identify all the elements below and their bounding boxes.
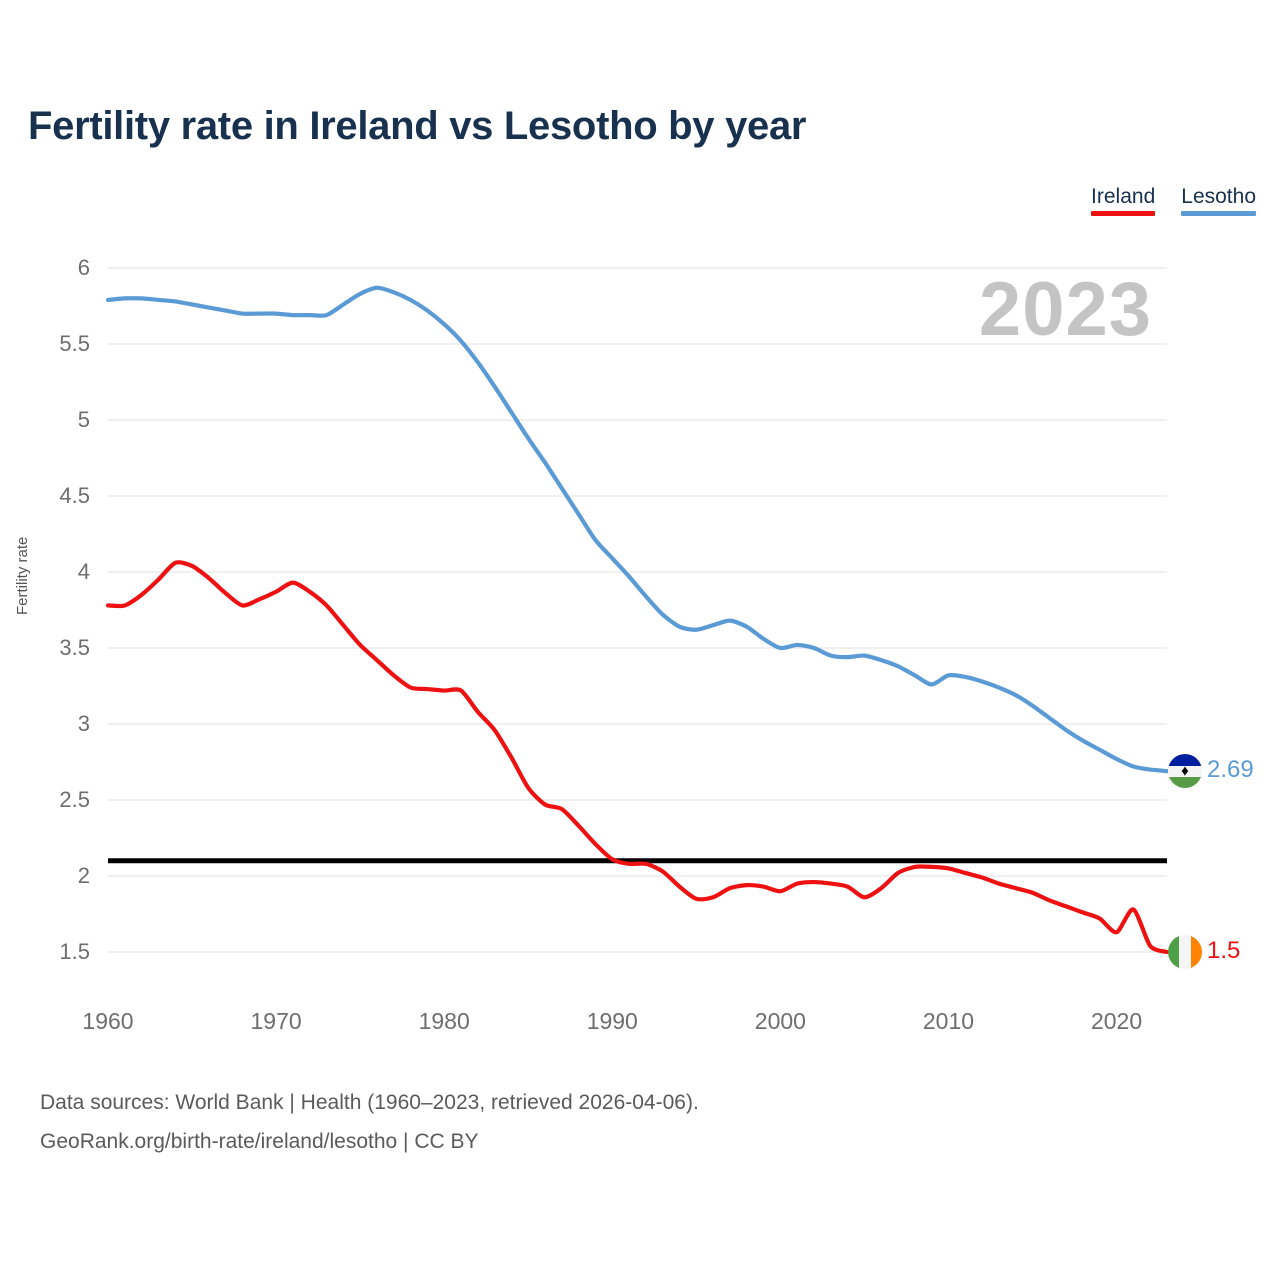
ireland-end-value: 1.5 (1207, 937, 1241, 964)
series-line-lesotho (105, 285, 1170, 774)
footer-line-1: Data sources: World Bank | Health (1960–… (40, 1091, 699, 1114)
x-tick-label: 1990 (586, 1008, 638, 1034)
x-tick-label: 2010 (922, 1008, 975, 1034)
series-lines (105, 285, 1170, 955)
y-tick-label: 5 (77, 407, 90, 432)
gridlines (108, 267, 1167, 953)
y-tick-label: 1.5 (59, 939, 90, 964)
legend-label-ireland: Ireland (1091, 185, 1156, 208)
page-title: Fertility rate in Ireland vs Lesotho by … (28, 104, 807, 148)
x-tick-label: 1960 (82, 1008, 134, 1034)
legend-label-lesotho: Lesotho (1181, 185, 1256, 208)
y-tick-label: 4 (77, 559, 90, 584)
lesotho-flag-icon: ♦ (1168, 754, 1202, 789)
y-tick-label: 3.5 (59, 635, 90, 660)
y-tick-label: 2.5 (59, 787, 90, 812)
footer-attribution: Data sources: World Bank | Health (1960–… (40, 1083, 699, 1161)
x-tick-label: 1970 (250, 1008, 302, 1034)
y-tick-label: 4.5 (59, 483, 90, 508)
footer-line-2: GeoRank.org/birth-rate/ireland/lesotho |… (40, 1130, 479, 1153)
lesotho-hat-glyph: ♦ (1181, 762, 1189, 780)
x-tick-label: 2020 (1090, 1008, 1143, 1034)
legend-swatch-ireland (1091, 211, 1156, 216)
legend-item-ireland[interactable]: Ireland (1091, 185, 1156, 216)
legend-swatch-lesotho (1181, 211, 1256, 216)
x-tick-label: 2000 (754, 1008, 806, 1034)
ireland-flag-icon (1168, 935, 1202, 969)
y-tick-label: 5.5 (59, 331, 90, 356)
y-tick-label: 2 (77, 863, 90, 888)
series-line-ireland (105, 560, 1170, 955)
x-tick-label: 1980 (418, 1008, 470, 1034)
lesotho-end-value: 2.69 (1207, 756, 1254, 784)
chart-legend: Ireland Lesotho (1091, 185, 1256, 216)
y-tick-label: 6 (77, 255, 90, 280)
legend-item-lesotho[interactable]: Lesotho (1181, 185, 1256, 216)
year-watermark: 2023 (978, 267, 1152, 352)
y-tick-label: 3 (77, 711, 90, 736)
